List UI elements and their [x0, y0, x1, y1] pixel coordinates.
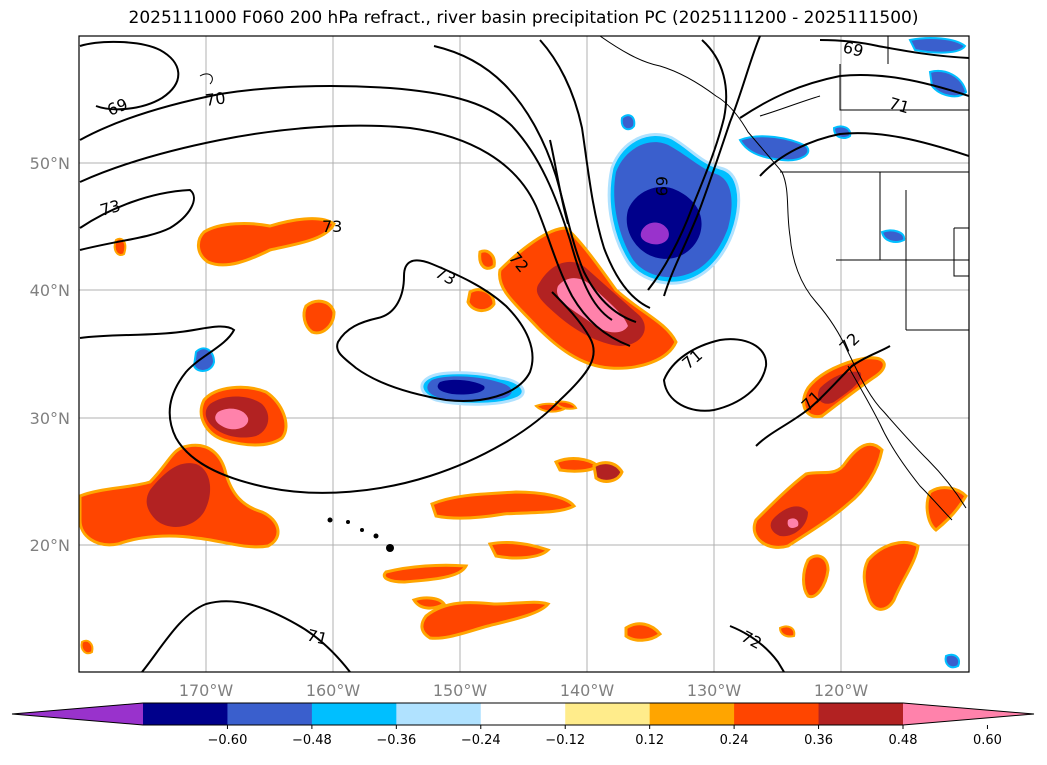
colorbar-segment	[565, 703, 651, 725]
colorbar-segment	[818, 703, 904, 725]
colorbar-segment	[649, 703, 735, 725]
contour-label: 69	[652, 176, 671, 196]
colorbar: −0.60 −0.48 −0.36 −0.24 −0.12 0.12 0.24 0.36 0.4…	[11, 702, 1035, 748]
lon-tick-label: 120°W	[814, 681, 869, 700]
colorbar-label: −0.36	[376, 733, 416, 748]
colorbar-extend-low	[12, 703, 143, 725]
lat-tick-label: 50°N	[30, 154, 70, 173]
colorbar-segment	[227, 703, 313, 725]
colorbar-label: 0.24	[720, 733, 749, 748]
contour-label: 70	[204, 88, 227, 110]
colorbar-segment	[480, 703, 566, 725]
contour-label: 71	[305, 625, 329, 648]
lon-tick-label: 160°W	[306, 681, 361, 700]
lon-axis: 170°W 160°W 150°W 140°W 130°W 120°W	[179, 681, 869, 700]
colorbar-label: −0.48	[292, 733, 332, 748]
colorbar-label: 0.48	[889, 733, 918, 748]
coastlines	[199, 36, 969, 521]
colorbar-outline	[11, 702, 1035, 726]
lat-axis: 50°N 40°N 30°N 20°N	[30, 154, 70, 555]
contour-label: 69	[841, 37, 865, 60]
positive-anomaly-regions	[79, 217, 968, 655]
map-frame	[78, 35, 970, 673]
lon-tick-label: 170°W	[179, 681, 234, 700]
colorbar-segment	[396, 703, 482, 725]
contour-label: 73	[322, 217, 342, 236]
anomaly-blob-subtropical-bands	[430, 490, 577, 520]
colorbar-label: 0.12	[635, 733, 664, 748]
colorbar-label: 0.60	[973, 733, 1002, 748]
lon-tick-label: 130°W	[687, 681, 742, 700]
lat-tick-label: 30°N	[30, 409, 70, 428]
colorbar-segment	[311, 703, 397, 725]
hawaii-islands	[327, 517, 394, 552]
contour-label: 71	[887, 94, 912, 118]
refractivity-contours	[79, 36, 969, 672]
colorbar-segment	[734, 703, 820, 725]
colorbar-segment	[143, 703, 228, 725]
lon-tick-label: 140°W	[560, 681, 615, 700]
colorbar-extend-high	[903, 703, 1034, 725]
map-title: 2025111000 F060 200 hPa refract., river …	[128, 8, 919, 28]
colorbar-label: −0.24	[461, 733, 501, 748]
colorbar-label: −0.60	[208, 733, 248, 748]
lon-tick-label: 150°W	[433, 681, 488, 700]
colorbar-label: −0.12	[545, 733, 585, 748]
colorbar-label: 0.36	[804, 733, 833, 748]
lat-tick-label: 40°N	[30, 281, 70, 300]
contour-label: 73	[98, 196, 123, 220]
lat-tick-label: 20°N	[30, 536, 70, 555]
